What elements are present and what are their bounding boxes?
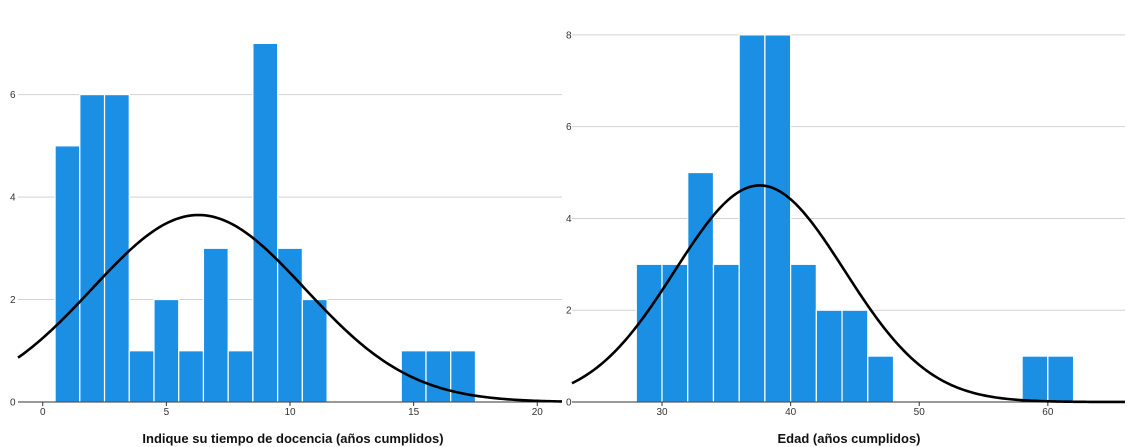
- tiempo-docencia-histogram: 0 2 4 6 0 5 10 15 20: [10, 42, 563, 418]
- x-tick-label: 20: [532, 407, 544, 418]
- y-tick-label: 6: [10, 90, 16, 101]
- histogram-bar: [738, 34, 766, 403]
- histogram-bar: [252, 42, 279, 403]
- histogram-bar: [128, 350, 155, 403]
- x-tick-label: 40: [785, 407, 797, 418]
- histogram-bar: [815, 309, 843, 403]
- histogram-bar: [178, 350, 205, 403]
- histogram-bar: [1021, 355, 1049, 403]
- histogram-bar: [153, 298, 180, 403]
- y-tick-label: 0: [10, 398, 16, 409]
- histogram-bar: [841, 309, 869, 403]
- y-tick-label: 2: [10, 295, 16, 306]
- y-tick-label: 6: [566, 122, 572, 133]
- histogram-bar: [202, 247, 229, 403]
- histogram-bar: [54, 145, 81, 403]
- histogram-bar: [79, 94, 106, 403]
- x-tick-label: 15: [408, 407, 420, 418]
- histogram-bar: [301, 298, 328, 403]
- x-tick-label: 10: [284, 407, 296, 418]
- histogram-bar: [790, 263, 817, 403]
- y-tick-label: 0: [566, 398, 572, 409]
- x-tick-label: 30: [656, 407, 668, 418]
- x-tick-label: 0: [40, 407, 46, 418]
- normal-curve: [571, 184, 1125, 404]
- normal-curve: [17, 213, 563, 403]
- y-tick-label: 8: [566, 30, 572, 41]
- y-tick-label: 2: [566, 306, 572, 317]
- histogram-bar: [425, 350, 452, 403]
- y-tick-label: 4: [10, 193, 16, 204]
- histogram-bar: [400, 350, 427, 403]
- histogram-bar: [1047, 355, 1075, 403]
- histogram-bar: [227, 350, 254, 403]
- x-axis-title-edad: Edad (años cumplidos): [777, 431, 920, 446]
- x-tick-label: 50: [914, 407, 926, 418]
- histogram-bar: [635, 263, 663, 403]
- edad-histogram: 0 2 4 6 8 30 40 50 60: [566, 30, 1125, 418]
- histogram-bar: [712, 263, 740, 403]
- x-tick-label: 60: [1042, 407, 1054, 418]
- x-axis-title-tiempo-docencia: Indique su tiempo de docencia (años cump…: [142, 431, 443, 446]
- histogram-bar: [103, 94, 130, 403]
- histogram-bar: [764, 34, 792, 403]
- y-tick-label: 4: [566, 214, 572, 225]
- histogram-bar: [867, 355, 895, 403]
- histogram-bar: [687, 171, 715, 403]
- x-tick-label: 5: [164, 407, 170, 418]
